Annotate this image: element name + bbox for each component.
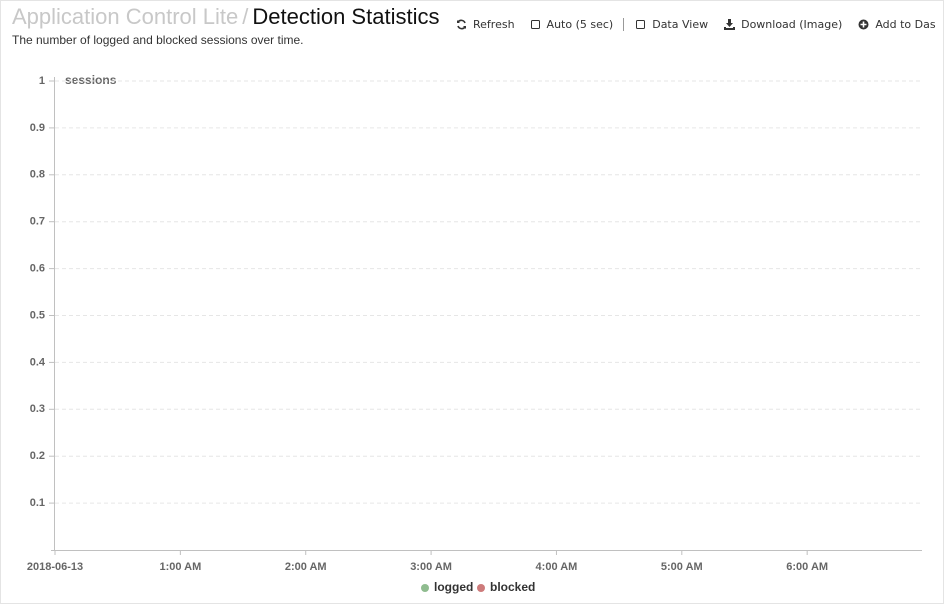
checkbox-icon: [636, 19, 646, 29]
add-dashboard-label: Add to Das: [875, 18, 936, 31]
separator: [623, 18, 625, 31]
y-tick-label: 0.5: [30, 309, 45, 321]
y-tick-label: 0.6: [30, 263, 45, 275]
y-tick-label: 0.2: [30, 450, 45, 462]
breadcrumb-parent[interactable]: Application Control Lite: [12, 4, 239, 29]
refresh-icon: [457, 19, 466, 30]
data-view-checkbox[interactable]: Data View: [636, 18, 708, 31]
legend-label: logged: [434, 580, 473, 594]
y-tick-label: 0.4: [30, 356, 46, 368]
data-view-label: Data View: [652, 18, 709, 31]
subtitle: The number of logged and blocked session…: [12, 33, 304, 47]
x-tick-label: 3:00 AM: [410, 561, 452, 573]
y-tick-label: 0.9: [30, 122, 45, 134]
auto-checkbox[interactable]: Auto (5 sec): [530, 18, 614, 31]
x-tick-label: 4:00 AM: [536, 561, 578, 573]
y-tick-label: 0.8: [30, 169, 45, 181]
download-icon: [724, 19, 736, 30]
add-dashboard-button[interactable]: Add to Das: [858, 18, 936, 31]
breadcrumb: Application Control Lite / Detection Stati…: [12, 4, 439, 30]
add-icon: [858, 19, 869, 30]
y-axis-title: sessions: [65, 73, 117, 87]
download-button[interactable]: Download (Image): [724, 18, 842, 31]
breadcrumb-current: Detection Statistics: [252, 4, 440, 29]
y-tick-label: 0.3: [30, 403, 45, 415]
x-tick-label: 2018-06-13: [27, 561, 83, 573]
y-tick-label: 1: [39, 75, 45, 87]
checkbox-icon: [530, 19, 540, 29]
x-tick-label: 1:00 AM: [159, 561, 201, 573]
legend-swatch: [477, 584, 485, 592]
x-tick-label: 2:00 AM: [285, 561, 327, 573]
refresh-button[interactable]: Refresh: [456, 18, 515, 31]
y-tick-label: 0.1: [30, 497, 45, 509]
y-tick-label: 0.7: [30, 216, 45, 228]
x-tick-label: 6:00 AM: [786, 561, 828, 573]
breadcrumb-separator: /: [242, 4, 249, 29]
auto-label: Auto (5 sec): [546, 18, 614, 31]
legend-swatch: [421, 584, 429, 592]
x-tick-label: 5:00 AM: [661, 561, 703, 573]
toolbar: Refresh Auto (5 sec) Data View Download …: [456, 18, 943, 31]
download-label: Download (Image): [741, 18, 843, 31]
legend-label: blocked: [490, 580, 535, 594]
refresh-label: Refresh: [473, 18, 515, 31]
